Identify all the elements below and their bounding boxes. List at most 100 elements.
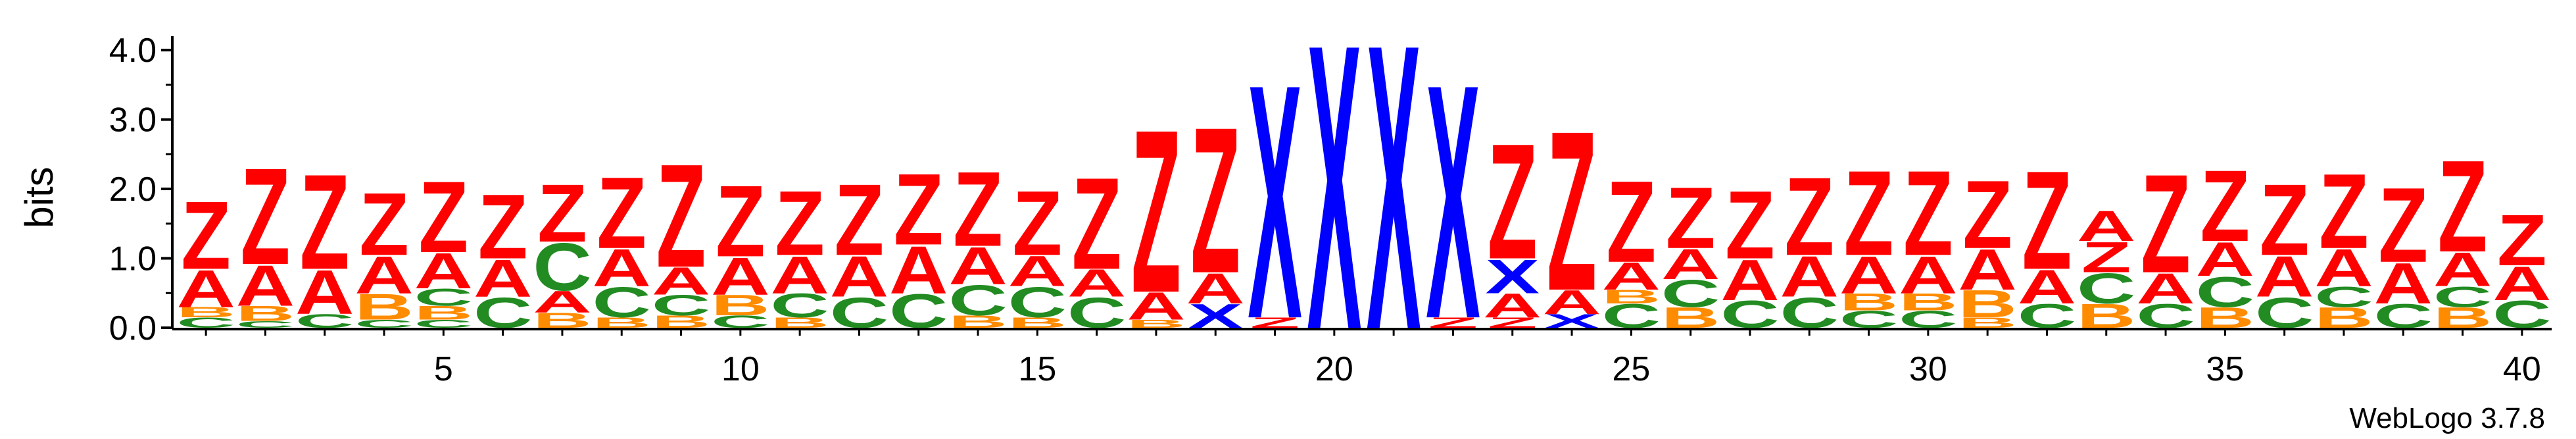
logo-letter-Z-pos5: Z [419,160,469,274]
logo-letter-A-pos26: A [1661,240,1720,289]
logo-letter-Z-pos35: Z [2200,149,2250,263]
logo-letter-A-pos14: A [948,236,1007,296]
logo-letter-Z-pos13: Z [894,152,944,266]
logo-column-21: X [1367,0,1421,415]
logo-column-19: ZX [1248,15,1302,388]
logo-letter-Z-pos6: Z [478,175,528,278]
logo-letter-Z-pos24: Z [1547,84,1597,338]
logo-column-13: CAZ [889,152,948,338]
logo-column-17: BAZ [1127,82,1185,342]
logo-letter-A-pos39: A [2433,242,2492,296]
logo-letter-Z-pos17: Z [1131,82,1181,342]
logo-letter-A-pos28: A [1780,244,1839,309]
logo-letter-Z-pos26: Z [1666,170,1716,267]
logo-letter-Z-pos31: Z [1962,161,2012,269]
logo-letter-A-pos12: A [830,244,888,309]
logo-letter-A-pos27: A [1720,247,1779,313]
logo-column-38: CAZ [2374,165,2433,336]
logo-letter-A-pos4: A [354,245,413,305]
logo-letter-C-pos33: C [2077,265,2135,313]
logo-letter-Z-pos14: Z [953,149,1003,269]
logo-letter-B-pos31: B [1958,282,2016,326]
logo-letter-A-pos3: A [295,257,354,327]
logo-column-28: CAZ [1780,155,1839,337]
x-tick-label: 10 [721,350,760,388]
logo-letter-Z-pos36: Z [2260,163,2310,276]
logo-letter-Z-pos11: Z [775,172,825,275]
logo-letter-A-pos33: A [2077,202,2135,251]
logo-letter-A-pos15: A [1008,247,1067,296]
logo-column-40: CAZ [2492,199,2551,336]
logo-letter-A-pos18: A [1186,265,1245,313]
logo-letter-B-pos1: B [176,304,235,321]
logo-letter-A-pos32: A [2018,260,2076,314]
logo-column-18: XAZ [1186,83,1245,335]
logo-letter-Z-pos12: Z [835,163,885,276]
logo-letter-B-pos30: B [1899,289,1957,316]
logo-letter-A-pos36: A [2255,244,2314,309]
logo-letter-Z-pos33: Z [2081,233,2131,282]
logo-letter-Z-pos38: Z [2378,165,2428,285]
x-tick-label: 30 [1909,350,1947,388]
logo-letter-A-pos9: A [652,259,710,303]
logo-letter-Z-pos16: Z [1072,151,1122,297]
logo-letter-A-pos38: A [2374,251,2433,316]
logo-letter-Z-pos15: Z [1013,172,1063,275]
logo-letter-C-pos35: C [2196,268,2254,317]
logo-letter-C-pos9: C [652,289,710,321]
logo-letter-C-pos5: C [414,317,473,330]
logo-letter-Z-pos39: Z [2438,134,2488,280]
logo-letter-Z-pos37: Z [2319,151,2369,271]
logo-letter-A-pos7: A [533,284,591,319]
logo-letter-A-pos25: A [1602,255,1661,298]
logo-letter-B-pos10: B [711,289,769,321]
logo-letter-Z-pos18: Z [1190,83,1240,316]
logo-letter-A-pos6: A [474,249,532,309]
y-tick-label: 0.0 [109,309,157,348]
logo-letter-Z-pos3: Z [300,147,350,298]
logo-letter-A-pos23: A [1483,287,1542,325]
x-tick-label: 20 [1315,350,1353,388]
logo-letter-C-pos7: C [533,230,591,305]
logo-letter-Z-pos27: Z [1725,170,1775,279]
logo-letter-Z-pos30: Z [1903,146,1953,281]
logo-letter-Z-pos7: Z [537,168,587,260]
logo-letter-X-pos23: X [1485,249,1540,303]
y-axis-label: bits [17,167,61,228]
logo-letter-C-pos11: C [770,287,829,325]
logo-letter-Z-pos8: Z [596,155,646,269]
weblogo-credit: WebLogo 3.7.8 [2349,402,2545,434]
logo-letter-C-pos26: C [1661,272,1720,315]
logo-stacks: CBAZCBAZCAZCBAZCBCAZCAZBACZBCAZBCAZCBAZB… [176,0,2551,415]
logo-letter-A-pos30: A [1899,245,1957,305]
y-ticks: 0.0 1.0 2.0 3.0 4.0 [109,32,172,348]
logo-column-3: CAZ [295,147,354,332]
logo-letter-B-pos29: B [1839,289,1898,316]
logo-letter-B-pos4: B [354,286,413,327]
x-tick-label: 25 [1612,350,1650,388]
logo-letter-Z-pos4: Z [359,174,409,274]
logo-letter-X-pos20: X [1307,0,1362,415]
logo-column-27: CAZ [1720,170,1779,336]
logo-letter-A-pos5: A [414,243,473,299]
logo-letter-C-pos8: C [593,278,651,327]
x-tick-label: 35 [2206,350,2244,388]
